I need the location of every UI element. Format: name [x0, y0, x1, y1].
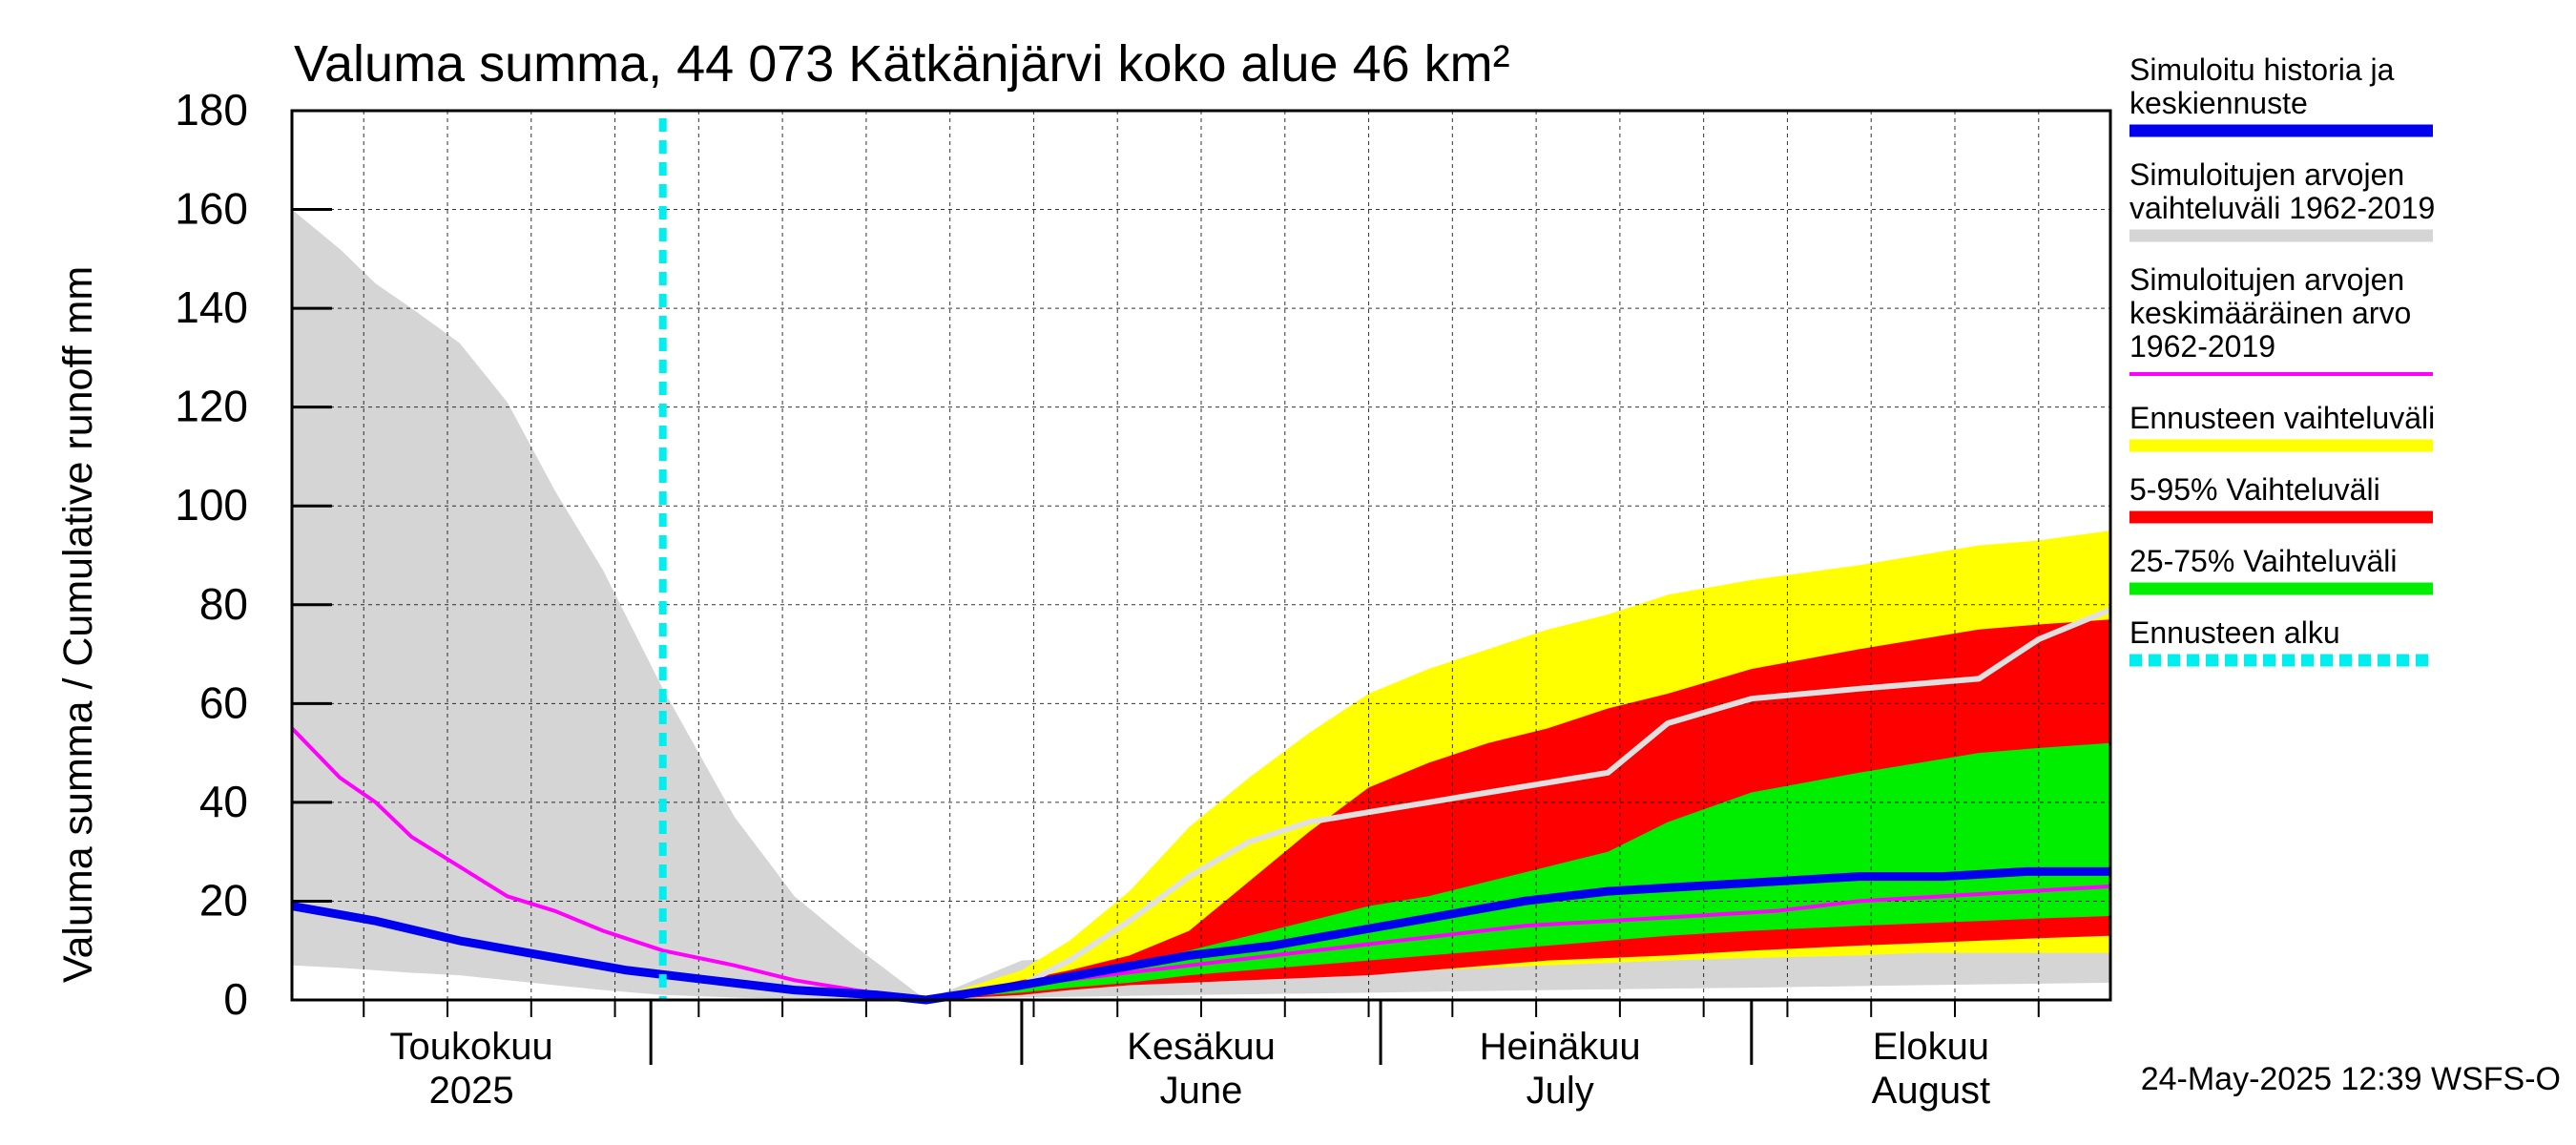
- y-tick-label: 120: [175, 382, 248, 431]
- legend-label: Simuloitu historia ja: [2129, 52, 2395, 87]
- x-month-sublabel: June: [1160, 1070, 1243, 1112]
- legend-label: Simuloitujen arvojen: [2129, 157, 2404, 192]
- y-axis-label: Valuma summa / Cumulative runoff mm: [55, 266, 101, 983]
- y-tick-label: 160: [175, 184, 248, 234]
- legend-label: 5-95% Vaihteluväli: [2129, 472, 2380, 507]
- median-forecast-line: [291, 866, 2110, 1005]
- legend-label: Ennusteen vaihteluväli: [2129, 401, 2435, 435]
- y-tick-label: 140: [175, 282, 248, 332]
- plot-area: [290, 110, 2112, 1005]
- y-tick-label: 0: [223, 974, 248, 1024]
- legend-label: keskiennuste: [2129, 86, 2308, 120]
- y-tick-label: 80: [199, 579, 248, 629]
- x-month-sublabel: 2025: [429, 1070, 514, 1112]
- y-tick-label: 40: [199, 777, 248, 826]
- timestamp: 24-May-2025 12:39 WSFS-O: [2141, 1061, 2561, 1097]
- x-month-label: Toukokuu: [389, 1026, 552, 1068]
- y-tick-label: 100: [175, 480, 248, 530]
- legend-label: 1962-2019: [2129, 329, 2275, 364]
- legend-label: Ennusteen alku: [2129, 615, 2340, 650]
- p25-75-band: [925, 742, 2110, 1000]
- chart-title: Valuma summa, 44 073 Kätkänjärvi koko al…: [294, 35, 1510, 93]
- legend-label: Simuloitujen arvojen: [2129, 262, 2404, 297]
- legend-label: 25-75% Vaihteluväli: [2129, 544, 2397, 578]
- x-month-label: Kesäkuu: [1127, 1026, 1276, 1068]
- y-tick-label: 60: [199, 677, 248, 727]
- y-tick-label: 180: [175, 85, 248, 135]
- x-month-label: Elokuu: [1873, 1026, 1989, 1068]
- legend-label: keskimääräinen arvo: [2129, 296, 2411, 330]
- x-month-sublabel: July: [1527, 1070, 1594, 1112]
- y-tick-label: 20: [199, 875, 248, 925]
- history-median-line: [925, 607, 2112, 1003]
- x-month-sublabel: August: [1872, 1070, 1991, 1112]
- x-month-label: Heinäkuu: [1480, 1026, 1641, 1068]
- legend-label: vaihteluväli 1962-2019: [2129, 191, 2435, 225]
